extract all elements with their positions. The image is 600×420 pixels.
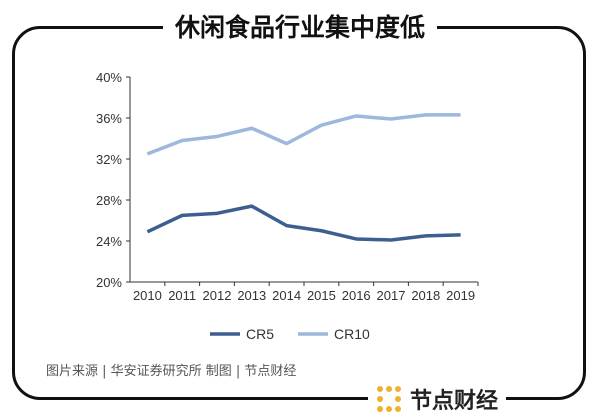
chart-title-wrap: 休闲食品行业集中度低 [0,8,600,44]
y-tick-label: 32% [96,152,122,167]
legend-label: CR5 [246,326,274,342]
chart-title: 休闲食品行业集中度低 [162,13,437,42]
x-tick-label: 2019 [446,288,475,303]
x-tick-label: 2017 [377,288,406,303]
legend-label: CR10 [334,326,370,342]
y-tick-label: 24% [96,234,122,249]
y-tick-label: 28% [96,193,122,208]
series-line-cr5 [146,204,461,242]
brand: 节点财经 [368,383,507,415]
source-note: 图片来源 | 华安证券研究所 制图 | 节点财经 [46,364,297,379]
brand-name: 节点财经 [410,389,499,414]
series-line-cr10 [146,113,461,156]
x-tick-label: 2016 [342,288,371,303]
x-tick-label: 2015 [307,288,336,303]
y-tick-label: 20% [96,275,122,290]
x-tick-label: 2012 [203,288,232,303]
y-tick-label: 40% [96,70,122,85]
x-tick-label: 2018 [411,288,440,303]
logo-icon [377,386,401,412]
x-tick-label: 2010 [133,288,162,303]
y-tick-label: 36% [96,111,122,126]
x-tick-label: 2011 [168,288,196,303]
x-tick-label: 2013 [237,288,266,303]
x-tick-label: 2014 [272,288,301,303]
